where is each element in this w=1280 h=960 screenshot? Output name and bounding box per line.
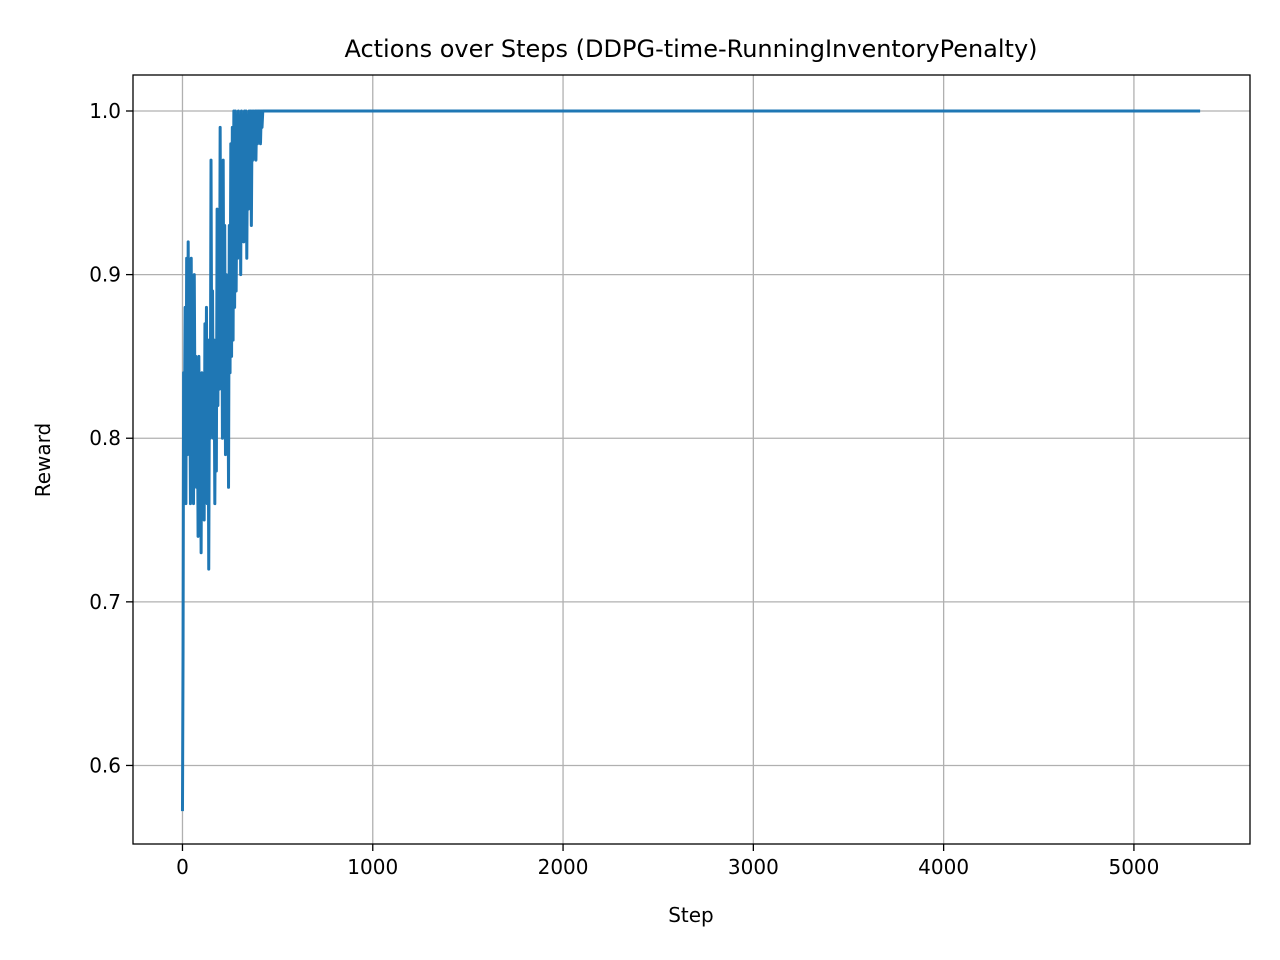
plot-frame — [132, 74, 1251, 845]
y-tick-label: 0.9 — [89, 263, 121, 287]
y-tick-label: 0.6 — [89, 753, 121, 777]
chart-title: Actions over Steps (DDPG-time-RunningInv… — [344, 35, 1037, 63]
y-tick-label: 0.8 — [89, 426, 121, 450]
x-axis-label: Step — [668, 903, 714, 927]
y-tick-label: 0.7 — [89, 590, 121, 614]
x-tick-label: 3000 — [728, 855, 779, 879]
y-axis-ticks: 0.6 0.7 0.8 0.9 1.0 — [89, 99, 133, 777]
series-layer — [180, 109, 1201, 812]
x-tick-label: 1000 — [347, 855, 398, 879]
x-tick-label: 2000 — [538, 855, 589, 879]
x-axis-ticks: 0 1000 2000 3000 4000 5000 — [176, 844, 1159, 879]
y-axis-label: Reward — [31, 423, 55, 497]
x-tick-label: 4000 — [918, 855, 969, 879]
x-tick-label: 0 — [176, 855, 189, 879]
series-line-0 — [180, 109, 1201, 812]
x-tick-label: 5000 — [1108, 855, 1159, 879]
y-tick-label: 1.0 — [89, 99, 121, 123]
